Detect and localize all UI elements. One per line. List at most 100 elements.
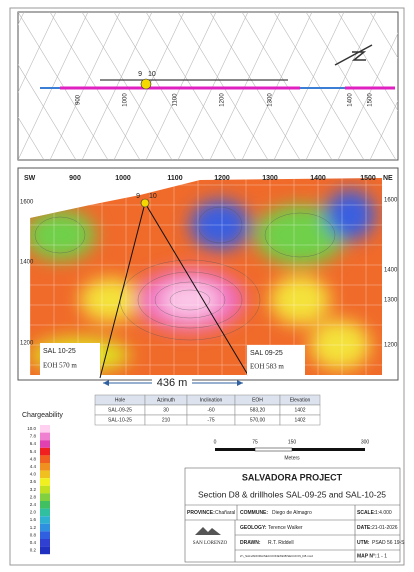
grid-line (113, 12, 205, 160)
hole-label: 10 (149, 193, 157, 200)
plan-section-label: 1300 (268, 93, 274, 107)
y-label: 1400 (384, 268, 398, 274)
legend-label: 5.4 (30, 449, 37, 454)
legend-swatch (40, 493, 50, 501)
legend-label: 4.4 (30, 464, 37, 469)
plan-section-label: 1400 (348, 93, 354, 107)
legend-label: 6.4 (30, 441, 37, 446)
field-value: Terence Walker (268, 525, 303, 531)
x-label: 1100 (167, 175, 182, 182)
plan-section-label: 1200 (220, 93, 226, 107)
table-text: EOH (252, 397, 263, 403)
table-text: SAL-10-25 (108, 417, 132, 423)
file-path: Z:\_SALVADORA\SECCIONES\D8\SECCION_D8.mx… (240, 554, 313, 558)
grid-line (305, 12, 377, 160)
grid-line (177, 12, 269, 160)
grid-line (273, 12, 345, 160)
grid-line (337, 32, 398, 160)
field-label: GEOLOGY: (240, 525, 267, 531)
scale-label: 0 (214, 439, 217, 445)
legend-label: 1.6 (30, 517, 37, 522)
legend-swatch (40, 455, 50, 463)
legend-swatch (40, 516, 50, 524)
field-value: 1 - 1 (377, 553, 387, 559)
distance-label: 436 m (157, 377, 188, 389)
legend-swatch (40, 478, 50, 486)
y-label: 1400 (20, 260, 34, 266)
field-value: Diego de Almagro (272, 510, 312, 516)
legend-swatch (40, 546, 50, 555)
field-value: Chañaral (215, 510, 235, 516)
y-label: 1200 (20, 341, 34, 347)
field-value: 21-01-2026 (372, 525, 398, 531)
scale-label: 75 (252, 439, 258, 445)
legend-swatch (40, 485, 50, 494)
legend-label: 2.4 (30, 502, 37, 507)
legend-swatch (40, 463, 50, 471)
grid-line (369, 12, 398, 59)
legend-label: 0.2 (30, 548, 37, 553)
hole-label: 9 (136, 193, 140, 200)
plan-section-label: 1100 (173, 93, 179, 107)
legend-label: 1.2 (30, 525, 37, 530)
section-end-label: SW (24, 175, 36, 182)
scale-unit: Meters (284, 455, 300, 461)
legend-label: 7.8 (30, 434, 37, 439)
plan-map (17, 11, 399, 161)
x-label: 1400 (310, 175, 326, 182)
drillhole-table: Hole Azimuth Inclination EOH Elevation SAL-09… (94, 394, 321, 426)
table-text: 1402 (294, 417, 305, 423)
field-value: PSAD 56 19-S (372, 540, 405, 546)
x-label: 1500 (360, 175, 376, 182)
grid-line (18, 64, 77, 160)
grid-line (145, 12, 217, 160)
section (17, 167, 399, 390)
x-label: 1000 (115, 175, 131, 182)
callout-eoh: EOH 570 m (43, 362, 77, 370)
section-subtitle: Section D8 & drillholes SAL-09-25 and SA… (198, 489, 386, 499)
grid-line (18, 12, 89, 160)
grid-line (177, 12, 249, 160)
y-label: 1300 (384, 298, 398, 304)
plan-section-label: 1500 (368, 93, 374, 107)
field-value: 1:4.000 (375, 510, 392, 516)
y-label: 1600 (384, 198, 398, 204)
table-text: 210 (162, 417, 171, 423)
legend-label: 4.8 (30, 456, 37, 461)
table-text: -75 (207, 417, 214, 423)
table-text: -60 (207, 407, 214, 413)
grid-line (18, 116, 45, 160)
table-text: 570,00 (250, 417, 266, 423)
field-label: UTM: (357, 540, 370, 546)
field-label: DATE: (357, 525, 372, 531)
legend: Chargeability 10.0 7.8 6.4 5.4 4.8 4.4 4.0 3.6 3.… (22, 412, 63, 555)
legend-label: 0.8 (30, 532, 37, 537)
table-text: 1402 (294, 407, 305, 413)
grid-line (18, 12, 57, 94)
callout-hole: SAL 10-25 (43, 348, 76, 355)
grid-line (241, 12, 313, 160)
y-label: 1600 (20, 200, 34, 206)
field-value: R.T. Riddell (268, 540, 294, 546)
field-label: COMMUNE: (240, 510, 268, 516)
callout-eoh: EOH 583 m (250, 363, 284, 371)
legend-label: 10.0 (27, 426, 36, 431)
legend-swatch (40, 508, 50, 517)
table-text: Azimuth (157, 397, 175, 403)
legend-swatch (40, 523, 50, 532)
hole-label: 10 (148, 71, 156, 78)
plan-section-label: 900 (76, 94, 82, 105)
x-label: 900 (69, 175, 81, 182)
legend-swatch (40, 440, 50, 448)
legend-label: 4.0 (30, 472, 37, 477)
title-block (184, 467, 401, 563)
sheet-frame (9, 7, 405, 566)
table-text: 583,20 (250, 407, 266, 413)
scale-label: 300 (361, 439, 370, 445)
plan-section-label: 1000 (123, 93, 129, 107)
grid-line (369, 100, 398, 160)
callout-hole: SAL 09-25 (250, 350, 283, 357)
grid-line (209, 12, 301, 160)
legend-swatch (40, 470, 50, 479)
legend-swatch (40, 501, 50, 509)
